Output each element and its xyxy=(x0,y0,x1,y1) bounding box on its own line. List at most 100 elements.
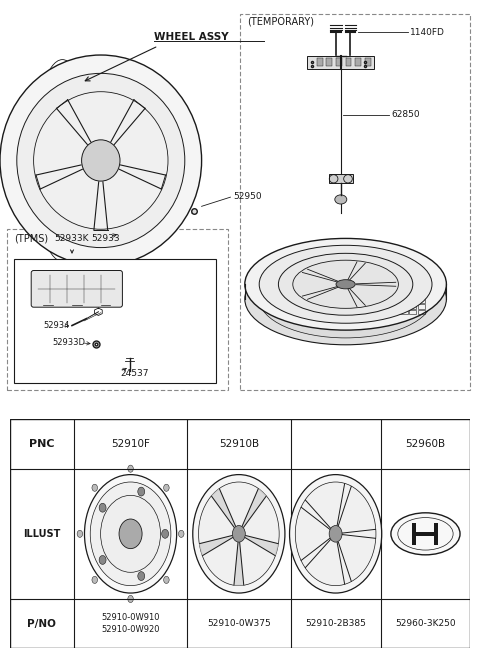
Ellipse shape xyxy=(295,482,376,586)
Ellipse shape xyxy=(99,555,106,565)
Bar xyxy=(329,174,353,183)
Ellipse shape xyxy=(92,576,97,584)
Ellipse shape xyxy=(293,260,398,309)
Bar xyxy=(374,305,382,309)
Ellipse shape xyxy=(193,475,285,593)
Text: 52934: 52934 xyxy=(43,321,70,330)
Text: 52910F: 52910F xyxy=(111,439,150,449)
Ellipse shape xyxy=(335,195,347,204)
Bar xyxy=(383,288,390,292)
Ellipse shape xyxy=(245,253,446,345)
Text: 52960B: 52960B xyxy=(406,439,445,449)
Ellipse shape xyxy=(17,73,185,248)
Text: 52910-2B385: 52910-2B385 xyxy=(305,619,366,628)
Ellipse shape xyxy=(101,495,160,572)
Bar xyxy=(392,310,399,314)
Bar xyxy=(374,288,382,292)
Text: 52933K: 52933K xyxy=(55,234,89,243)
Text: 52910B: 52910B xyxy=(219,439,259,449)
Bar xyxy=(326,58,332,67)
Ellipse shape xyxy=(82,140,120,181)
Bar xyxy=(7,229,228,390)
Polygon shape xyxy=(212,489,236,527)
Bar xyxy=(383,299,390,303)
Ellipse shape xyxy=(391,513,460,555)
Text: 62850: 62850 xyxy=(391,110,420,119)
Text: PNC: PNC xyxy=(29,439,55,449)
Ellipse shape xyxy=(259,260,432,338)
Ellipse shape xyxy=(289,475,382,593)
Text: 52910-0W375: 52910-0W375 xyxy=(207,619,271,628)
Ellipse shape xyxy=(259,246,432,324)
Bar xyxy=(383,310,390,314)
Bar xyxy=(418,293,425,297)
Bar xyxy=(409,288,416,292)
Ellipse shape xyxy=(128,595,133,603)
Bar xyxy=(307,56,374,69)
Bar xyxy=(365,58,371,67)
Ellipse shape xyxy=(164,576,169,584)
Ellipse shape xyxy=(0,55,202,266)
Ellipse shape xyxy=(179,531,184,537)
Polygon shape xyxy=(234,542,244,585)
Ellipse shape xyxy=(92,484,97,491)
Bar xyxy=(400,293,408,297)
Bar xyxy=(392,293,399,297)
Ellipse shape xyxy=(199,482,279,586)
Ellipse shape xyxy=(278,253,413,315)
Ellipse shape xyxy=(164,484,169,491)
Text: 1140FD: 1140FD xyxy=(410,28,445,37)
Ellipse shape xyxy=(99,503,106,512)
Ellipse shape xyxy=(329,525,342,542)
Ellipse shape xyxy=(138,572,144,580)
Text: 52933: 52933 xyxy=(91,234,120,243)
Text: 52933D: 52933D xyxy=(53,339,86,347)
Bar xyxy=(409,299,416,303)
Bar xyxy=(418,310,425,314)
Ellipse shape xyxy=(232,525,245,542)
Bar xyxy=(374,299,382,303)
Bar xyxy=(14,259,216,383)
Bar xyxy=(400,288,408,292)
Bar xyxy=(409,310,416,314)
Ellipse shape xyxy=(119,519,142,549)
Bar xyxy=(418,305,425,309)
Text: 52950: 52950 xyxy=(233,192,262,200)
Bar xyxy=(418,299,425,303)
Bar xyxy=(383,293,390,297)
Bar xyxy=(412,532,438,536)
Ellipse shape xyxy=(84,475,177,593)
Text: 52910-0W910
52910-0W920: 52910-0W910 52910-0W920 xyxy=(101,613,160,634)
Text: P/NO: P/NO xyxy=(27,618,56,629)
Text: 52960-3K250: 52960-3K250 xyxy=(395,619,456,628)
Ellipse shape xyxy=(245,238,446,330)
Bar xyxy=(374,293,382,297)
Ellipse shape xyxy=(162,529,168,538)
Bar xyxy=(355,58,361,67)
Ellipse shape xyxy=(128,465,133,472)
Polygon shape xyxy=(245,536,278,555)
Bar xyxy=(336,58,342,67)
Bar xyxy=(374,310,382,314)
Bar xyxy=(240,14,470,390)
FancyBboxPatch shape xyxy=(31,271,122,307)
Bar xyxy=(412,523,416,544)
Text: 24537: 24537 xyxy=(120,369,148,378)
Bar xyxy=(409,305,416,309)
Bar xyxy=(392,299,399,303)
Text: WHEEL ASSY: WHEEL ASSY xyxy=(154,31,228,42)
Bar xyxy=(346,58,351,67)
Ellipse shape xyxy=(138,487,144,496)
Polygon shape xyxy=(200,536,233,555)
Bar xyxy=(400,299,408,303)
Bar xyxy=(383,305,390,309)
Bar xyxy=(400,310,408,314)
Ellipse shape xyxy=(77,531,83,537)
Ellipse shape xyxy=(336,280,355,289)
Ellipse shape xyxy=(90,482,171,586)
Ellipse shape xyxy=(34,92,168,229)
Bar xyxy=(400,305,408,309)
Text: (TPMS): (TPMS) xyxy=(14,234,48,244)
Text: ILLUST: ILLUST xyxy=(23,529,60,539)
Bar xyxy=(317,58,323,67)
